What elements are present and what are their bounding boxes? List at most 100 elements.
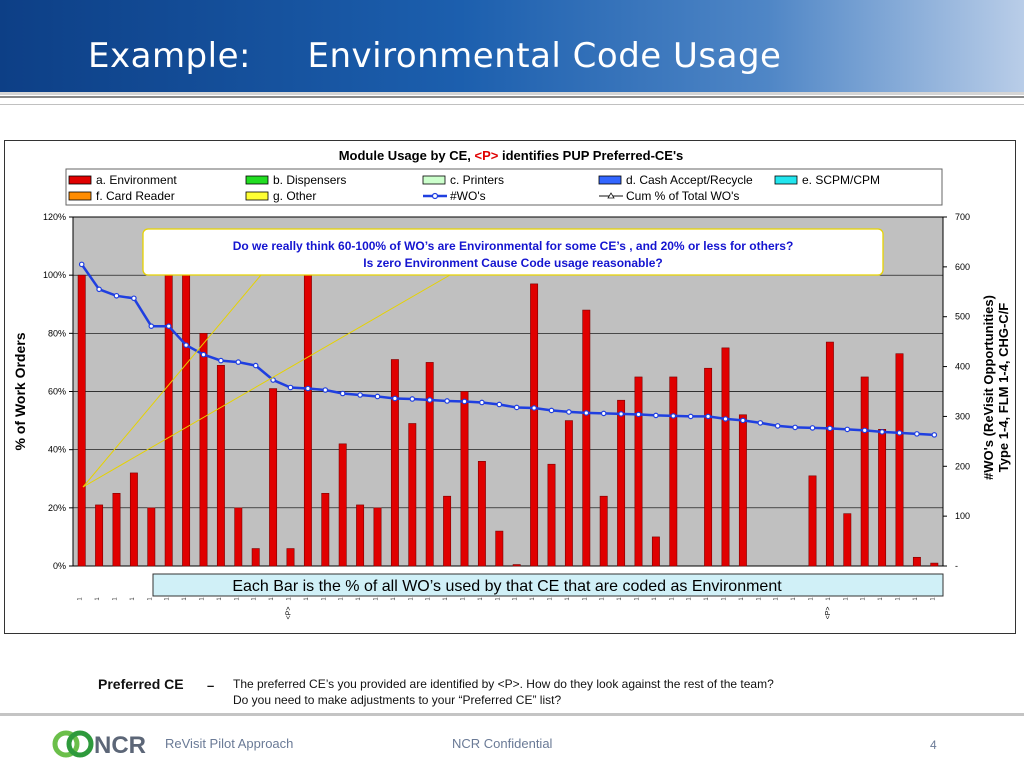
- x-category-mark: 1: [548, 597, 554, 601]
- wo-count-point: [235, 359, 242, 365]
- callout-pointer: [82, 274, 262, 488]
- y2-tick-label: 400: [955, 362, 970, 372]
- wo-count-point: [444, 398, 450, 404]
- x-category-mark: 1: [739, 597, 745, 601]
- bar-environment: [303, 274, 312, 567]
- wo-count-point: [827, 425, 833, 432]
- y2-axis-title-2: Type 1-4, FLM 1-4, CHG-C/F: [996, 303, 1011, 473]
- y2-tick-label: 200: [955, 461, 970, 471]
- wo-count-point: [722, 416, 729, 422]
- wo-count-point: [757, 420, 764, 426]
- wo-count-point: [879, 429, 885, 435]
- wo-count-point: [531, 405, 537, 411]
- y2-tick-label: 700: [955, 212, 970, 222]
- wo-count-point: [287, 384, 294, 391]
- x-category-mark: 1: [861, 597, 867, 601]
- x-category-mark: 1: [652, 597, 658, 601]
- x-category-mark: 1: [408, 597, 414, 601]
- y2-tick-label: 100: [955, 511, 970, 521]
- x-category-mark: 1: [930, 597, 936, 601]
- x-category-mark: 1: [287, 597, 293, 601]
- legend-swatch: [422, 175, 446, 185]
- x-category-mark: 1: [165, 597, 171, 601]
- bar-environment: [216, 365, 225, 567]
- chart-title-rest: identifies PUP Preferred-CE's: [498, 148, 683, 163]
- header-rule-thin: [0, 104, 1024, 105]
- x-category-mark: 1: [478, 597, 484, 601]
- x-category-mark: 1: [896, 597, 902, 601]
- callout-top-box: [142, 228, 884, 276]
- legend-swatch: [774, 175, 798, 185]
- bar-environment: [77, 274, 86, 567]
- bar-environment: [895, 353, 904, 567]
- y-tick-label: 60%: [48, 387, 66, 397]
- bar-environment: [930, 562, 939, 567]
- x-category-mark: 1: [356, 597, 362, 601]
- bar-environment: [147, 507, 156, 567]
- wo-count-point: [339, 390, 346, 397]
- page-number: 4: [930, 738, 937, 752]
- bar-environment: [738, 414, 747, 567]
- x-category-mark: 1: [704, 597, 710, 601]
- bar-environment: [599, 495, 608, 567]
- legend-label: Cum % of Total WO's: [626, 189, 739, 203]
- wo-count-point: [496, 401, 503, 408]
- wo-count-point: [357, 392, 363, 398]
- wo-count-point: [513, 404, 520, 411]
- x-category-mark: 1: [791, 597, 797, 601]
- y2-tick-label: 600: [955, 262, 970, 272]
- y-tick-label: 100%: [43, 270, 66, 280]
- wo-count-point: [687, 413, 694, 420]
- bar-environment: [495, 530, 504, 567]
- preferred-ce-text-2: Do you need to make adjustments to your …: [233, 693, 562, 707]
- x-category-mark: 1: [617, 597, 623, 601]
- legend-marker: [431, 192, 439, 200]
- y2-tick-label: 300: [955, 411, 970, 421]
- x-category-mark: 1: [582, 597, 588, 601]
- x-category-mark: 1: [669, 597, 675, 601]
- wo-count-point: [861, 427, 868, 434]
- x-category-mark: 1: [600, 597, 606, 601]
- bar-environment: [617, 399, 626, 567]
- wo-count-point: [305, 385, 311, 392]
- bar-environment: [843, 513, 852, 567]
- bar-environment: [112, 492, 121, 567]
- wo-count-point: [322, 387, 329, 393]
- x-category-mark: 1: [113, 597, 119, 601]
- wo-count-point: [844, 426, 851, 433]
- callout-top-line1: Do we really think 60-100% of WO’s are E…: [233, 239, 794, 253]
- header-band: [0, 0, 1024, 92]
- wo-count-point: [165, 323, 172, 329]
- wo-count-point: [270, 377, 276, 383]
- chart-title-highlight: <P>: [475, 148, 499, 163]
- y-axis-title: % of Work Orders: [12, 332, 28, 450]
- wo-count-point: [705, 413, 711, 420]
- legend-swatch: [598, 175, 622, 185]
- y2-axis-title-1: #WO's (ReVisit Opportunities): [981, 295, 996, 480]
- bar-environment: [512, 564, 521, 567]
- x-category-mark: 1: [722, 597, 728, 601]
- header-rule-dark: [0, 96, 1024, 98]
- bar-environment: [669, 376, 678, 567]
- wo-count-point: [566, 409, 572, 415]
- wo-count-point: [409, 396, 416, 402]
- wo-count-point: [113, 292, 120, 299]
- x-category-mark: 1: [78, 597, 84, 601]
- wo-count-point: [479, 399, 485, 406]
- x-category-mark: 1: [304, 597, 310, 601]
- wo-count-point: [183, 342, 189, 348]
- legend-label: g. Other: [273, 189, 316, 203]
- x-category-mark: 1: [200, 597, 206, 601]
- x-category-mark: 1: [913, 597, 919, 601]
- x-category-mark: 1: [374, 597, 380, 601]
- ncr-logo-text: NCR: [94, 732, 146, 759]
- bar-environment: [425, 362, 434, 567]
- slide-title: Example: Environmental Code Usage: [88, 36, 782, 76]
- bar-environment: [373, 507, 382, 567]
- footer-left-text: ReVisit Pilot Approach: [165, 736, 294, 751]
- bar-environment: [721, 347, 730, 567]
- wo-count-point: [635, 411, 642, 418]
- wo-count-point: [78, 261, 85, 268]
- bar-environment: [129, 472, 138, 567]
